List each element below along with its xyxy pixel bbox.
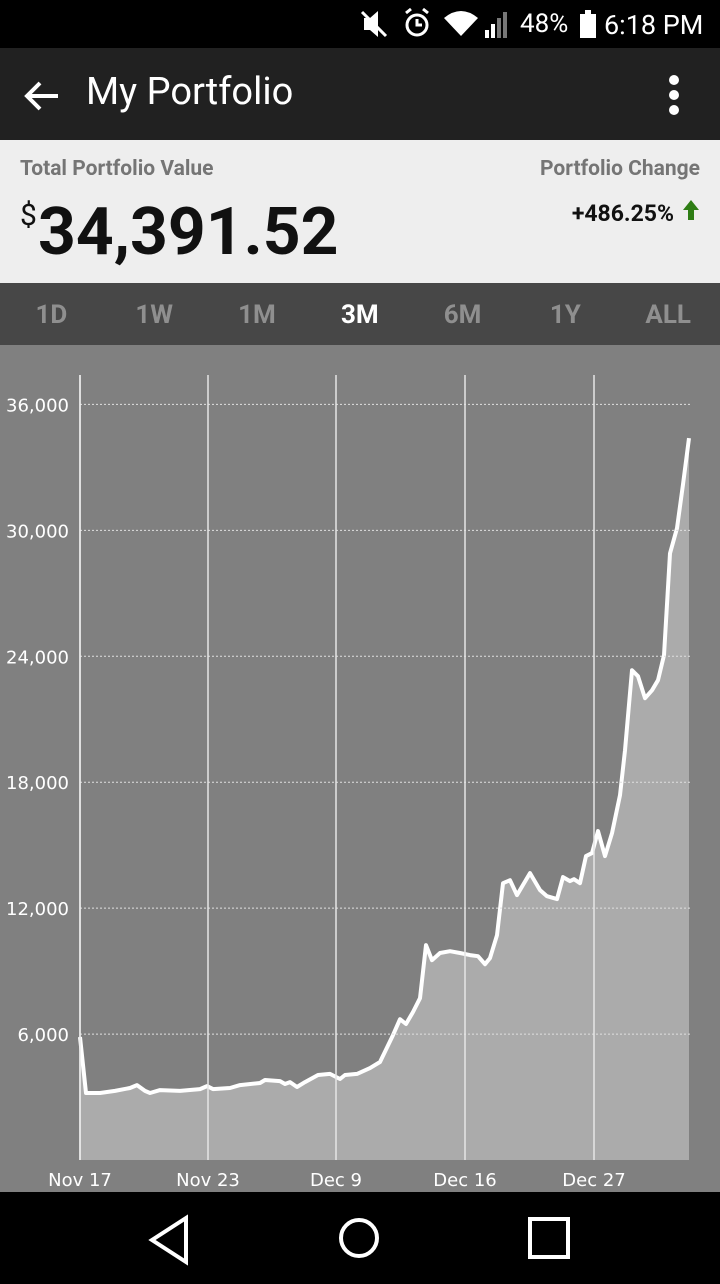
y-tick-label: 30,000: [6, 521, 69, 542]
x-tick-label: Dec 9: [310, 1170, 362, 1191]
back-button[interactable]: [20, 74, 64, 118]
x-tick-label: Nov 17: [48, 1170, 112, 1191]
nav-recents[interactable]: [528, 1217, 570, 1259]
portfolio-summary: Total Portfolio Value $ 34,391.52 Portfo…: [0, 140, 720, 283]
status-bar: 48% 6:18 PM: [0, 0, 720, 48]
change-label: Portfolio Change: [540, 157, 700, 181]
range-tab[interactable]: 1W: [135, 300, 174, 330]
clock: 6:18 PM: [604, 9, 704, 41]
nav-buttons: [148, 1214, 570, 1266]
app-bar: My Portfolio: [0, 48, 720, 140]
range-tabs: 1D 1W 1M 3M 6M 1Y ALL: [0, 283, 720, 345]
y-tick-label: 6,000: [17, 1025, 69, 1046]
range-tab[interactable]: ALL: [645, 300, 691, 330]
portfolio-value: 34,391.52: [38, 194, 339, 271]
x-tick-label: Dec 16: [433, 1170, 496, 1191]
page-title: My Portfolio: [86, 70, 294, 114]
nav-home[interactable]: [339, 1218, 379, 1258]
currency-symbol: $: [20, 198, 37, 233]
area-line: [78, 437, 691, 1095]
portfolio-change: +486.25%: [571, 200, 674, 227]
overflow-menu[interactable]: [660, 72, 688, 118]
range-tab[interactable]: 1D: [35, 300, 68, 330]
y-tick-label: 36,000: [6, 395, 69, 416]
chart: 6,000 12,000 18,000 24,000 30,000 36,000 Nov 1…: [0, 345, 720, 1192]
change-up-arrow: [683, 200, 699, 220]
y-tick-label: 12,000: [6, 899, 69, 920]
battery-level: 48%: [520, 9, 569, 39]
area-fill: [80, 438, 689, 1161]
range-tab[interactable]: 6M: [443, 300, 482, 330]
value-label: Total Portfolio Value: [20, 157, 214, 181]
range-tab[interactable]: 1M: [238, 300, 276, 330]
navigation-bar: [0, 1192, 720, 1280]
y-tick-label: 24,000: [6, 647, 69, 668]
range-tab[interactable]: 3M: [340, 300, 379, 330]
x-tick-label: Dec 27: [562, 1170, 625, 1191]
x-tick-label: Nov 23: [176, 1170, 240, 1191]
y-tick-label: 18,000: [6, 773, 69, 794]
status-icons: [360, 7, 596, 38]
nav-back[interactable]: [148, 1214, 188, 1266]
range-tab[interactable]: 1Y: [549, 300, 581, 330]
